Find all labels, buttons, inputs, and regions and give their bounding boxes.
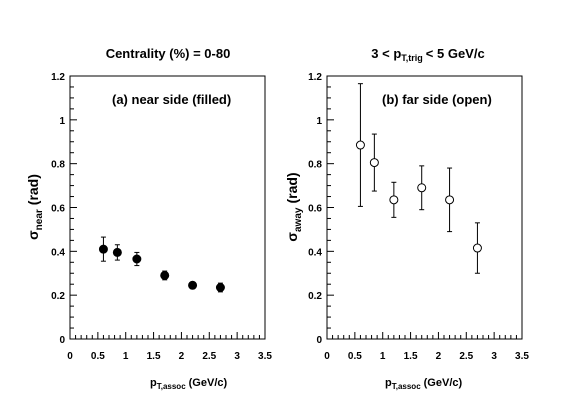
filled-marker: [215, 282, 225, 292]
panel-b-xlabel: pT,assoc (GeV/c): [385, 377, 462, 391]
panel-a-ylabel-unit: (rad): [25, 174, 41, 205]
panel-a-annotation: (a) near side (filled): [112, 92, 231, 107]
panel-a-point: [132, 251, 142, 267]
y-tick-label: 1.2: [308, 72, 322, 83]
panel-a-point: [112, 244, 122, 261]
panel-a-point: [215, 282, 225, 293]
panel-b-axes: 0 0.5 1 1.5 2 2.5 3 3.5 0 0.2 0.4 0.6 0.8 1 1.2: [308, 72, 529, 362]
panel-near-side: Centrality (%) = 0-80 (a) near side (fil…: [25, 46, 272, 391]
x-tick-label: 0: [67, 351, 73, 362]
x-tick-label: 0: [324, 351, 330, 362]
x-tick-label: 1: [380, 351, 386, 362]
filled-marker: [188, 280, 198, 290]
panel-a-title: Centrality (%) = 0-80: [106, 46, 231, 61]
panel-b-ylabel-subscript: away: [293, 207, 304, 232]
x-tick-label: 1.5: [147, 351, 161, 362]
panel-a-xlabel-subscript: T,assoc: [157, 382, 186, 391]
panel-b-title-tail: < 5 GeV/c: [426, 46, 485, 61]
x-tick-label: 2: [179, 351, 185, 362]
panel-a-point: [160, 270, 170, 281]
y-tick-label: 1: [316, 116, 322, 127]
y-tick-label: 0.4: [51, 247, 65, 258]
open-marker: [472, 243, 482, 253]
panel-b-xlabel-subscript: T,assoc: [392, 382, 421, 391]
open-marker: [389, 195, 399, 205]
y-tick-label: 0: [316, 335, 322, 346]
x-tick-label: 2.5: [459, 351, 473, 362]
filled-marker: [98, 244, 108, 254]
open-marker: [417, 183, 427, 193]
panel-a-ylabel: σnear (rad): [25, 174, 45, 240]
open-marker: [369, 158, 379, 168]
panel-a-frame: [69, 75, 266, 340]
x-tick-label: 2: [436, 351, 442, 362]
y-tick-label: 0: [59, 335, 65, 346]
x-tick-label: 1: [123, 351, 129, 362]
y-tick-label: 0.8: [308, 160, 322, 171]
panel-b-point: [472, 222, 482, 274]
panel-a-point: [98, 236, 108, 262]
y-tick-label: 0.6: [51, 204, 65, 215]
panel-b-point: [355, 83, 365, 207]
x-tick-label: 1.5: [404, 351, 418, 362]
y-tick-label: 1: [59, 116, 65, 127]
x-tick-label: 3: [491, 351, 497, 362]
y-tick-label: 0.6: [308, 204, 322, 215]
panel-a-ylabel-subscript: near: [34, 209, 45, 230]
y-tick-label: 0.2: [51, 291, 65, 302]
x-tick-label: 0.5: [91, 351, 105, 362]
x-tick-label: 3: [234, 351, 240, 362]
x-tick-label: 3.5: [515, 351, 529, 362]
panel-a-axes: 0 0.5 1 1.5 2 2.5 3 3.5 0 0.2 0.4 0.6 0.8 1 1.2: [51, 72, 272, 362]
panel-a-xlabel-symbol: p: [150, 377, 157, 389]
panel-a-xlabel: pT,assoc (GeV/c): [150, 377, 227, 391]
y-tick-label: 1.2: [51, 72, 65, 83]
open-marker: [445, 195, 455, 205]
x-tick-label: 2.5: [202, 351, 216, 362]
y-tick-label: 0.2: [308, 291, 322, 302]
panel-a-data-points: [98, 236, 225, 293]
panel-b-ylabel-unit: (rad): [284, 172, 300, 203]
panel-b-data-points: [355, 83, 482, 274]
filled-marker: [160, 270, 170, 280]
open-marker: [355, 140, 365, 150]
filled-marker: [112, 247, 122, 257]
panel-b-point: [445, 167, 455, 233]
panel-b-frame: [326, 75, 523, 340]
panel-far-side: 3 < pT,trig < 5 GeV/c (b) far side (open)…: [284, 46, 529, 391]
panel-b-point: [389, 181, 399, 218]
panel-b-point: [417, 165, 427, 211]
panel-b-ylabel: σaway (rad): [284, 172, 304, 241]
panel-b-title-subscript: T,trig: [401, 53, 423, 63]
panel-b-xlabel-symbol: p: [385, 377, 392, 389]
panel-b-title-head: 3 < p: [371, 46, 401, 61]
panel-b-annotation: (b) far side (open): [382, 92, 492, 107]
panel-b-point: [369, 133, 379, 192]
panel-a-xlabel-unit: (GeV/c): [189, 377, 228, 389]
panel-b-ylabel-symbol: σ: [284, 232, 300, 242]
filled-marker: [132, 254, 142, 264]
panel-b-title: 3 < pT,trig < 5 GeV/c: [371, 46, 484, 63]
panel-a-point: [188, 280, 198, 290]
y-tick-label: 0.4: [308, 247, 322, 258]
panel-b-xlabel-unit: (GeV/c): [424, 377, 463, 389]
x-tick-label: 3.5: [258, 351, 272, 362]
y-tick-label: 0.8: [51, 160, 65, 171]
x-tick-label: 0.5: [348, 351, 362, 362]
panel-a-ylabel-symbol: σ: [25, 230, 41, 240]
